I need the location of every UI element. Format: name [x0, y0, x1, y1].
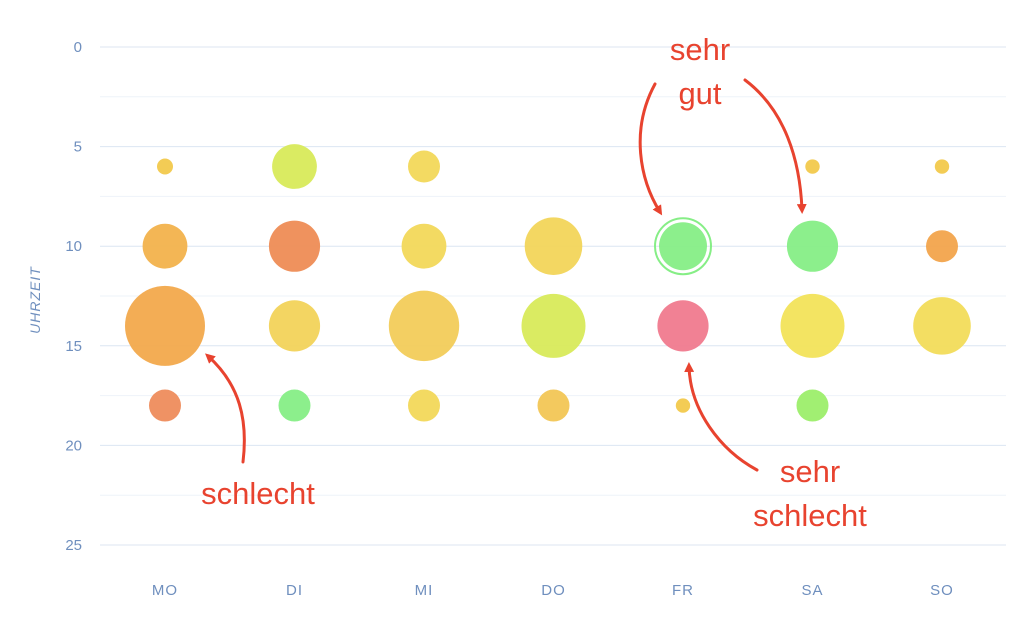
- bubble-highlight-ring: [654, 217, 712, 276]
- y-tick-label: 25: [65, 537, 82, 554]
- annotation-label: schlecht: [201, 476, 315, 511]
- x-tick-label: MO: [152, 582, 178, 599]
- bubble: [659, 222, 707, 271]
- y-axis-ticks: 0 5 10 15 20 25: [65, 39, 82, 554]
- annotation-label: sehr: [670, 32, 730, 67]
- x-tick-label: MI: [415, 582, 434, 599]
- bubble: [786, 220, 839, 272]
- bubbles: [125, 144, 971, 422]
- bubble: [149, 389, 181, 422]
- bubble: [537, 389, 570, 422]
- bubble: [125, 285, 205, 366]
- y-tick-label: 0: [74, 39, 82, 56]
- bubble: [142, 223, 188, 269]
- bubble: [268, 220, 321, 272]
- annotation-label: schlecht: [753, 498, 867, 533]
- y-tick-label: 5: [74, 139, 82, 156]
- annotation-arrow: [743, 78, 807, 214]
- x-tick-label: FR: [672, 582, 694, 599]
- annotation-arrow: [684, 362, 759, 472]
- bubble: [157, 158, 173, 175]
- bubble: [272, 144, 317, 189]
- bubble: [401, 223, 447, 269]
- bubble: [913, 297, 971, 355]
- y-axis-label: UHRZEIT: [27, 266, 43, 334]
- bubble: [926, 230, 958, 263]
- bubble: [408, 150, 440, 183]
- bubble: [675, 398, 691, 413]
- y-tick-label: 15: [65, 338, 82, 355]
- x-tick-label: SO: [930, 582, 954, 599]
- y-tick-label: 10: [65, 238, 82, 255]
- bubble: [521, 293, 586, 358]
- bubble: [524, 217, 583, 275]
- annotation-label: sehr: [780, 454, 840, 489]
- x-tick-label: DI: [286, 582, 303, 599]
- bubble: [388, 290, 460, 362]
- annotation-label: gut: [678, 76, 721, 111]
- annotations: sehr gut schlecht sehr schlecht: [201, 32, 867, 533]
- bubble: [805, 159, 820, 174]
- bubble: [408, 389, 440, 422]
- annotation-arrow: [205, 353, 246, 464]
- x-tick-label: SA: [801, 582, 823, 599]
- annotation-arrow: [638, 82, 663, 216]
- bubble: [796, 389, 829, 422]
- x-axis-ticks: MO DI MI DO FR SA SO: [152, 582, 954, 599]
- bubble: [934, 159, 950, 174]
- bubble: [780, 293, 845, 358]
- bubble: [268, 300, 321, 352]
- bubble: [278, 389, 311, 422]
- x-tick-label: DO: [541, 582, 566, 599]
- y-tick-label: 20: [65, 437, 82, 454]
- bubble: [657, 300, 709, 352]
